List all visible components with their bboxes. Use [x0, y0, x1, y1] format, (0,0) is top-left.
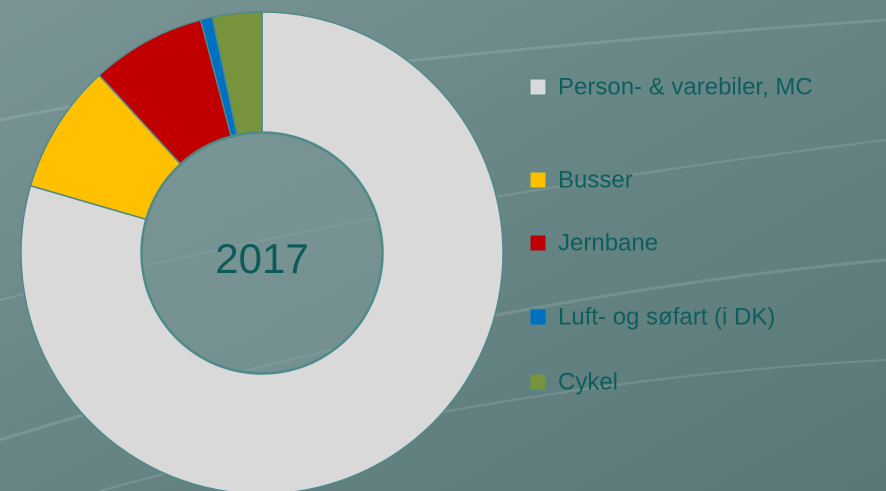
legend-swatch: [530, 235, 546, 251]
legend-label: Luft- og søfart (i DK): [558, 303, 775, 330]
legend-label: Busser: [558, 166, 633, 193]
legend-label: Person- & varebiler, MC: [558, 73, 813, 100]
legend-swatch: [530, 374, 546, 390]
legend-label: Cykel: [558, 368, 618, 395]
legend-swatch: [530, 309, 546, 325]
legend-swatch: [530, 79, 546, 95]
legend-label: Jernbane: [558, 229, 658, 256]
legend-swatch: [530, 172, 546, 188]
center-label: 2017: [215, 235, 308, 282]
chart: 2017 Person- & varebiler, MC Busser Jernba…: [0, 0, 886, 491]
page: {"chart_data": {"type": "donut", "center…: [0, 0, 886, 491]
